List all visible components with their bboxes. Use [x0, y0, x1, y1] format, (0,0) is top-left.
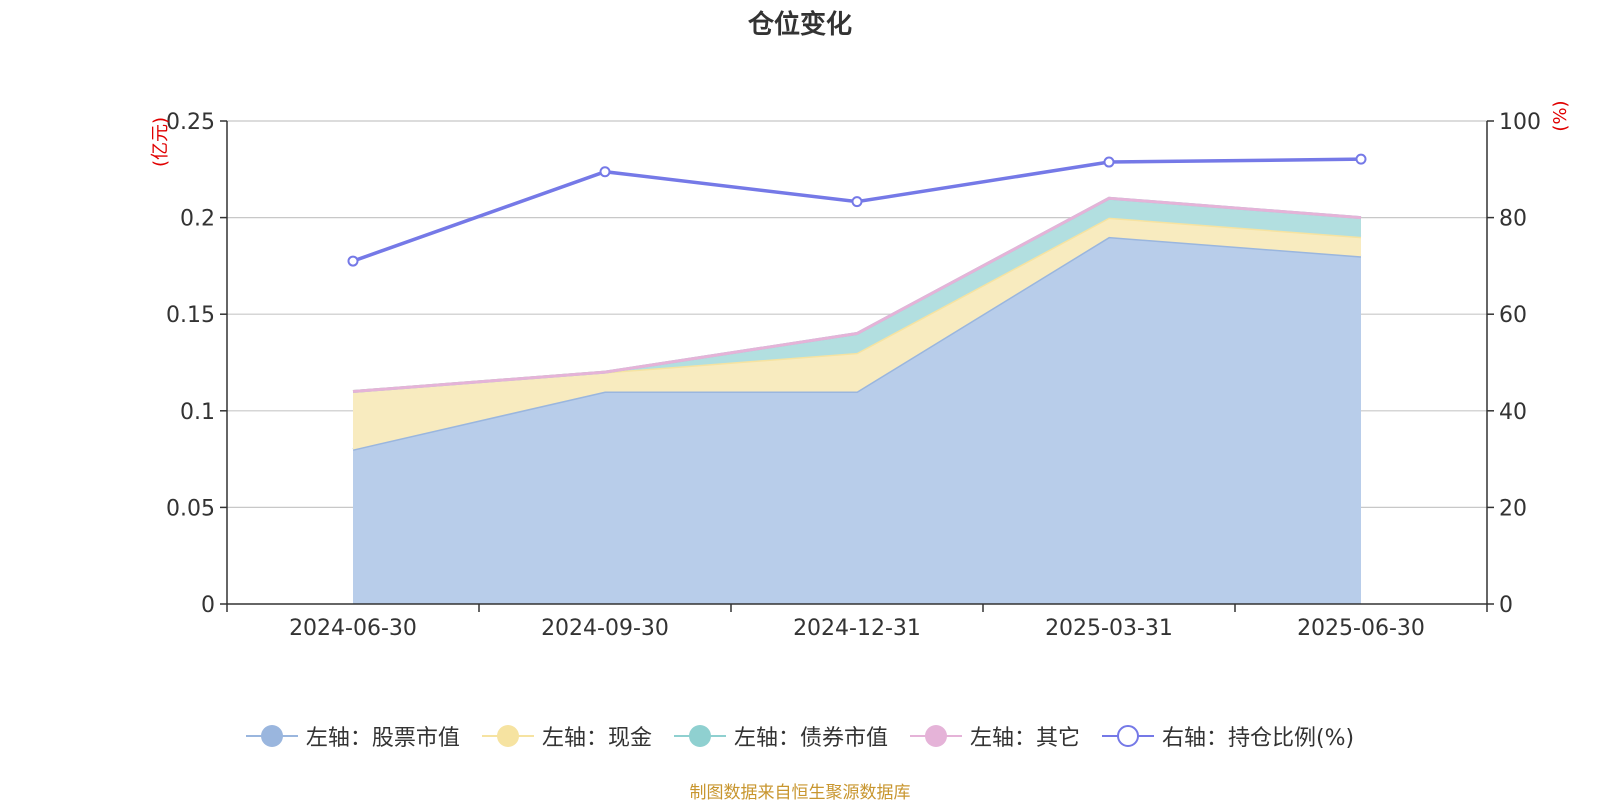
x-axis-tick-label: 2025-03-31 [1045, 616, 1173, 641]
legend-item[interactable]: 左轴：现金 [481, 720, 652, 752]
ratio-point [599, 166, 611, 178]
left-axis-tick-label: 0.05 [166, 496, 215, 521]
x-axis-tick-label: 2025-06-30 [1297, 616, 1425, 641]
right-axis-tick-label: 100 [1499, 110, 1541, 135]
legend-label: 左轴：债券市值 [733, 726, 888, 751]
legend-item[interactable]: 左轴：股票市值 [245, 720, 460, 752]
legend-label: 左轴：股票市值 [305, 726, 460, 751]
x-axis-tick-label: 2024-12-31 [793, 616, 921, 641]
source-note: 制图数据来自恒生聚源数据库 [689, 783, 911, 803]
legend-item[interactable]: 右轴：持仓比例(%) [1101, 720, 1355, 752]
chart-title: 仓位变化 [747, 10, 852, 40]
left-axis-tick-label: 0.25 [166, 110, 215, 135]
legend-marker-icon [909, 724, 962, 748]
left-axis-unit-label: (亿元) [150, 117, 171, 167]
ratio-point [1103, 156, 1115, 168]
left-axis-tick-label: 0.2 [180, 207, 215, 232]
right-axis-tick-label: 0 [1499, 593, 1513, 618]
left-axis-tick-label: 0.15 [166, 303, 215, 328]
legend-label: 右轴：持仓比例(%) [1161, 726, 1355, 751]
axes: 0 0.05 0.1 0.15 0.2 0.25 0 20 40 60 80 100 2024-06-3… [166, 110, 1541, 641]
legend-item[interactable]: 左轴：其它 [909, 720, 1080, 752]
x-axis-tick-label: 2024-09-30 [541, 616, 669, 641]
legend: 左轴：股票市值 左轴：现金 左轴：债券市值 左轴：其它 右轴：持仓比例(%) [0, 720, 1600, 752]
legend-marker-icon [481, 724, 534, 748]
legend-marker-icon [673, 724, 726, 748]
ratio-point [347, 255, 359, 267]
area-9ab6de [353, 236, 1361, 605]
left-axis-tick-label: 0.1 [180, 400, 215, 425]
area-series [352, 196, 1362, 605]
ratio-point [851, 196, 863, 208]
ratio-point [1355, 153, 1367, 165]
right-axis-tick-label: 20 [1499, 496, 1527, 521]
x-axis-tick-label: 2024-06-30 [289, 616, 417, 641]
area-f6e3a1 [353, 217, 1361, 450]
area-edge-line [352, 196, 1362, 393]
ratio-line-series [347, 153, 1367, 267]
right-axis-tick-label: 40 [1499, 400, 1527, 425]
right-axis-tick-label: 80 [1499, 207, 1527, 232]
legend-label: 左轴：其它 [969, 726, 1080, 751]
right-axis-tick-label: 60 [1499, 303, 1527, 328]
legend-marker-icon [245, 724, 298, 748]
legend-marker-icon [1101, 724, 1154, 748]
legend-item[interactable]: 左轴：债券市值 [673, 720, 888, 752]
left-axis-tick-label: 0 [201, 593, 215, 618]
area-8fd0d0 [353, 198, 1361, 392]
legend-label: 左轴：现金 [541, 726, 652, 751]
right-axis-unit-label: (%) [1550, 100, 1571, 131]
